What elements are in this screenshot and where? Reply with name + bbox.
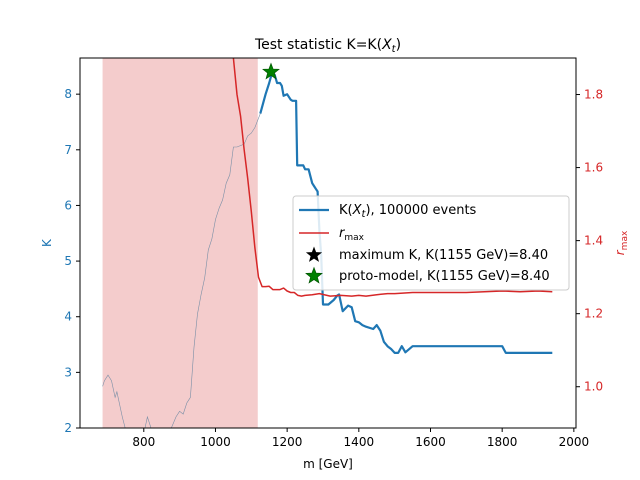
legend-proto-star [305,266,323,284]
y-left-tick-label: 7 [64,143,72,157]
y-left-tick-label: 3 [64,365,72,379]
legend-k-label: K(Xt), 100000 events [339,203,477,220]
y-right-tick-label: 1.0 [584,380,603,394]
x-tick-label: 1600 [415,435,446,449]
y-axis-right: 1.0 1.2 1.4 1.6 1.8 [576,88,603,394]
x-axis: 800 1000 1200 1400 1600 1800 2000 [132,428,589,449]
x-tick-label: 2000 [559,435,590,449]
legend-max-label: maximum K, K(1155 GeV)=8.40 [339,248,548,263]
x-tick-label: 1800 [487,435,518,449]
y-axis-left: 2 3 4 5 6 7 8 [64,87,80,435]
rmax-series-line [232,58,553,297]
excluded-mass-region [102,58,258,428]
legend: K(Xt), 100000 events rmax maximum K, K(1… [292,195,570,291]
y-right-tick-label: 1.6 [584,161,603,175]
chart-title-text: Test statistic K=K(Xt) [254,37,401,55]
plot-area [102,58,553,428]
chart-title: Test statistic K=K(Xt) [254,37,401,55]
y-left-tick-label: 4 [64,310,72,324]
y-left-tick-label: 8 [64,87,72,101]
y-right-tick-label: 1.8 [584,88,603,102]
y-right-tick-label: 1.2 [584,307,603,321]
legend-max-star [305,246,323,262]
x-tick-label: 1200 [272,435,303,449]
x-tick-label: 800 [132,435,155,449]
plot-frame [79,57,577,429]
y-left-tick-label: 6 [64,198,72,212]
k-series-line [259,71,553,354]
y-left-tick-label: 5 [64,254,72,268]
x-axis-label: m [GeV] [303,457,353,471]
x-tick-label: 1400 [344,435,375,449]
y-axis-left-label: K [40,238,54,247]
y-axis-right-label: rmax [613,230,630,255]
y-left-tick-label: 2 [64,421,72,435]
legend-proto-label: proto-model, K(1155 GeV)=8.40 [339,269,550,284]
y-right-tick-label: 1.4 [584,234,603,248]
legend-rmax-label: rmax [339,226,365,243]
proto-model-star [262,62,280,80]
x-tick-label: 1000 [200,435,231,449]
k-series-thin-line [102,113,261,428]
legend-box [292,195,570,291]
